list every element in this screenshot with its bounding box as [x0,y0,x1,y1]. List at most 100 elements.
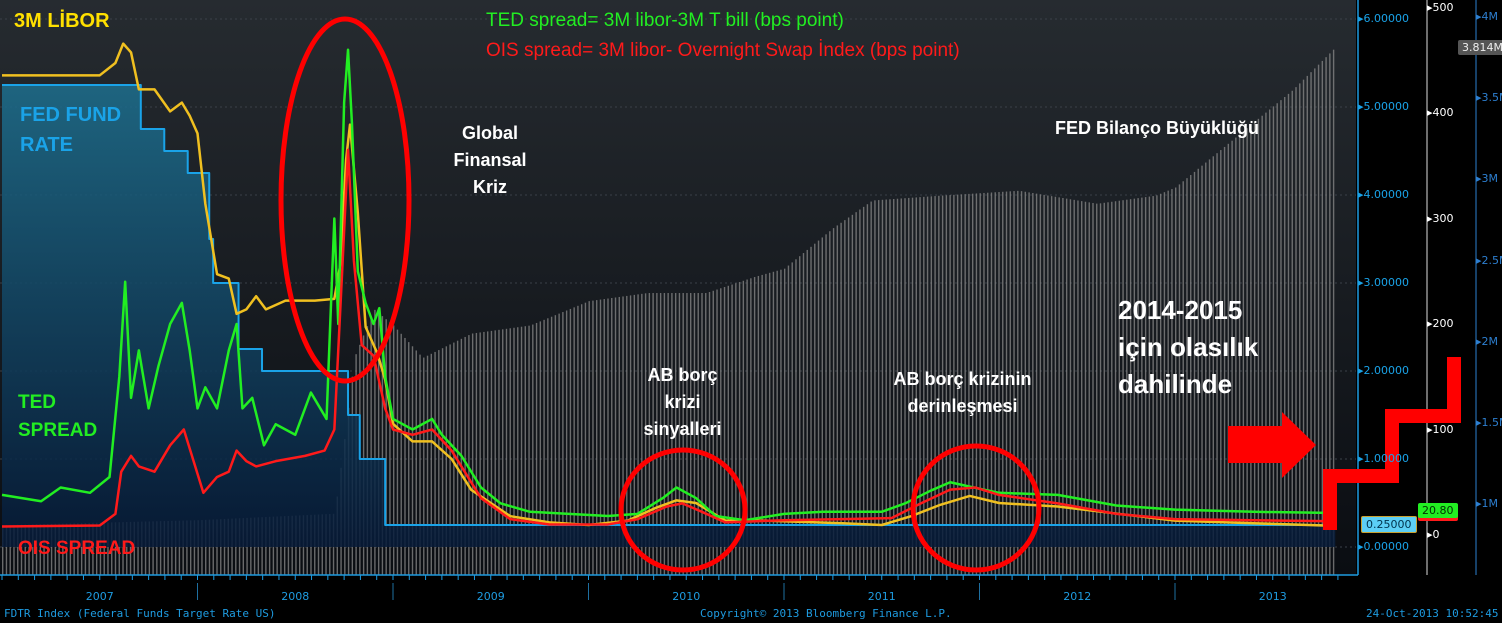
balance-bar [1017,190,1019,576]
balance-bar [389,322,391,575]
balance-bar [1035,193,1038,576]
balance-bar [1122,200,1124,575]
balance-bar [1171,189,1173,576]
balance-bar [787,265,790,575]
balance-bar [727,285,730,575]
balance-bar [411,346,414,575]
balance-bar [520,326,523,575]
balance-bar [1167,190,1169,575]
balance-bar [847,217,850,575]
balance-bar [911,197,914,575]
balance-bar [979,193,981,575]
balance-bar [126,522,128,575]
balance-bar [133,521,135,575]
balance-bar [784,268,786,575]
arrow-right-icon [1228,412,1316,478]
balance-tick-label: ▸1.5M [1476,415,1502,429]
balance-bar [509,328,511,575]
balance-bar [941,195,944,575]
balance-bar [569,308,572,575]
rate-tick-label: ▸0.00000 [1358,540,1410,553]
series-line-fed-fund-rate [2,84,1336,526]
balance-bar [817,240,820,575]
year-label: 2013 [1258,590,1287,603]
balance-bar [896,198,899,575]
balance-bar [1111,201,1113,576]
balance-bar [1175,187,1177,575]
balance-bar [588,301,590,575]
balance-bar [701,293,703,575]
balance-bar [77,523,79,575]
balance-bar [423,357,425,575]
balance-bar [772,271,775,575]
balance-bar [821,237,823,575]
balance-bar [776,270,778,575]
balance-bar [32,524,34,575]
balance-bar [1062,198,1064,575]
balance-bar [9,524,11,575]
balance-bar [949,195,951,576]
fed-fund-area [2,85,1336,547]
balance-bar [753,277,756,575]
balance-bar [799,256,801,575]
balance-bar [129,521,132,575]
balance-tick-label: ▸2.5M [1476,253,1502,267]
balance-bar [832,228,835,575]
balance-bar [1043,194,1045,575]
balance-bar [629,295,632,575]
balance-bar [592,300,594,575]
balance-bar [1088,202,1090,575]
balance-bar [1099,203,1102,575]
balance-bar [1265,112,1267,576]
balance-bar [806,249,808,575]
series-line-ted-spread [1,48,1336,522]
balance-bar [975,193,978,576]
balance-bar [1205,162,1207,575]
eu-signal-label: AB borç krizi sinyalleri [643,365,722,439]
title-ted: TED spread= 3M libor-3M T bill (bps poin… [486,10,844,31]
balance-bar [686,293,688,575]
balance-tick-label: ▸3.5M [1476,91,1502,105]
balance-bar [1231,140,1233,575]
balance-bar [1024,191,1027,575]
balance-bar [80,523,83,575]
balance-bar [870,201,872,576]
balance-bar [1081,201,1083,575]
balance-bar [652,293,654,575]
balance-bar [114,522,117,575]
balance-bar [656,293,658,575]
balance-bar [611,298,613,575]
spread-tick-label: ▸100 [1427,422,1454,436]
balance-bar [1096,203,1098,575]
balance-bar [780,269,782,575]
balance-bar [92,522,94,575]
balance-bar [874,200,876,575]
balance-bar [24,524,26,575]
balance-bar [1084,201,1087,575]
balance-bar [1208,159,1211,575]
balance-bar [377,312,380,575]
timestamp: 24-Oct-2013 10:52:45 [1366,607,1499,620]
balance-bar [1114,201,1117,575]
crisis-label: Global Finansal Kriz [453,123,527,197]
balance-bar [1253,121,1256,576]
balance-bar [923,196,925,575]
balance-bar [156,521,158,575]
spread-tick-label: ▸300 [1427,211,1454,225]
balance-bar [1216,153,1218,575]
balance-bar [471,333,474,575]
copyright: Copyright© 2013 Bloomberg Finance L.P. [700,607,952,620]
balance-bar [1329,53,1331,575]
balance-bar [1193,171,1196,575]
balance-bar [1235,137,1237,575]
balance-bar [956,194,959,575]
balance-bar [900,198,902,575]
balance-bar [851,214,854,576]
balance-bar [396,329,399,575]
balance-bar [1321,60,1324,575]
rate-tick-label: ▸1.00000 [1358,452,1410,465]
fed-fund-label-2: RATE [20,134,73,156]
balance-tick-label: ▸2M [1476,334,1499,348]
year-label: 2009 [476,590,505,603]
balance-bar [547,318,549,575]
